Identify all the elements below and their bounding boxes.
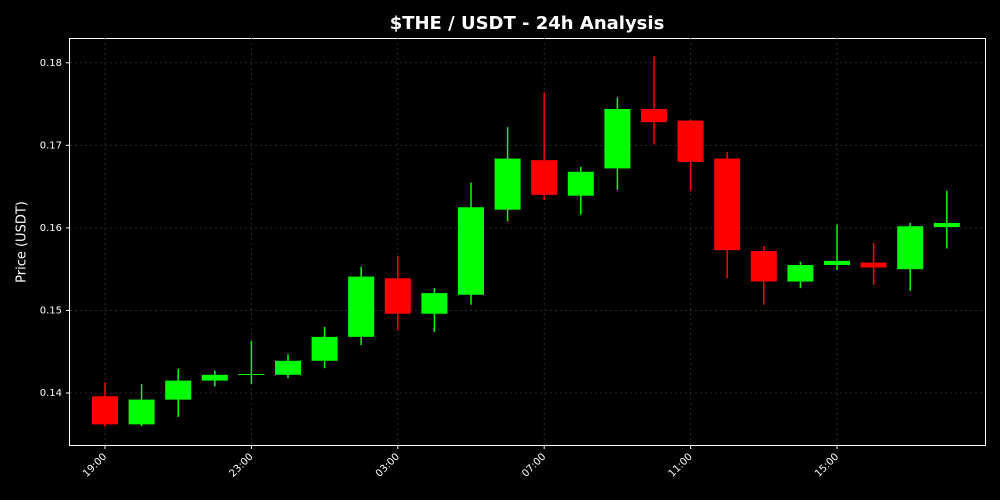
candle-body xyxy=(421,293,448,314)
candle-body xyxy=(714,158,741,251)
y-tick-label: 0.14 xyxy=(40,388,62,399)
candle-body xyxy=(750,250,777,282)
candle-body xyxy=(201,374,228,381)
candle-body xyxy=(238,374,265,376)
candle-body xyxy=(458,207,484,295)
candle-body xyxy=(567,171,594,196)
plot-frame xyxy=(69,38,986,446)
candle-body xyxy=(787,265,814,282)
candle-body xyxy=(824,260,850,266)
candle-body xyxy=(641,108,667,123)
candle-body xyxy=(311,336,338,361)
y-axis-label: Price (USDT) xyxy=(15,201,30,283)
y-tick-label: 0.15 xyxy=(40,305,62,316)
x-tick-label: 23:00 xyxy=(227,451,255,479)
x-tick-label: 07:00 xyxy=(520,451,548,479)
x-tick-label: 15:00 xyxy=(813,451,841,479)
x-tick-label: 11:00 xyxy=(667,451,695,479)
candle-body xyxy=(128,399,155,425)
candle-body xyxy=(494,158,521,210)
candle-body xyxy=(860,262,887,268)
candle-body xyxy=(933,222,960,228)
candle-body xyxy=(165,380,192,400)
x-tick-label: 03:00 xyxy=(374,451,402,479)
candle-body xyxy=(92,396,118,425)
candle-body xyxy=(275,360,301,375)
candle-body xyxy=(348,276,375,337)
x-tick-label: 19:00 xyxy=(81,451,109,479)
candle-body xyxy=(384,278,411,314)
y-tick-label: 0.18 xyxy=(40,58,62,69)
y-tick-label: 0.16 xyxy=(40,223,62,234)
chart-title: $THE / USDT - 24h Analysis xyxy=(390,13,665,34)
candle-body xyxy=(604,108,631,169)
candle-body xyxy=(677,120,704,162)
candle-body xyxy=(897,226,924,270)
candle-body xyxy=(531,160,558,195)
y-tick-label: 0.17 xyxy=(40,140,62,151)
